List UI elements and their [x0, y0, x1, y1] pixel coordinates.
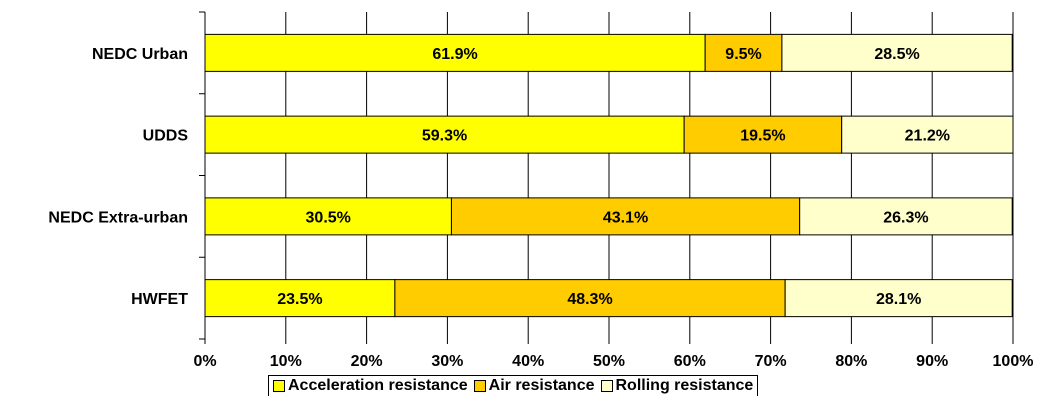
bar-data-label: 48.3%: [567, 291, 612, 308]
legend-item-rolling: Rolling resistance: [600, 377, 754, 395]
bar-data-label: 26.3%: [883, 209, 928, 226]
x-tick-label: 30%: [431, 353, 463, 370]
category-label: NEDC Extra-urban: [48, 209, 188, 226]
bar-data-label: 61.9%: [432, 46, 477, 63]
chart-legend: Acceleration resistance Air resistance R…: [268, 375, 759, 396]
legend-swatch-acceleration: [273, 380, 285, 392]
x-tick-label: 100%: [993, 353, 1034, 370]
x-tick-label: 40%: [512, 353, 544, 370]
bar-data-label: 21.2%: [905, 128, 950, 145]
category-label: HWFET: [131, 291, 188, 308]
x-tick-label: 70%: [755, 353, 787, 370]
bar-data-label: 23.5%: [277, 291, 322, 308]
bar-segment: [394, 279, 786, 318]
legend-label-air: Air resistance: [488, 377, 595, 394]
legend-item-air: Air resistance: [473, 377, 595, 395]
x-tick-label: 60%: [674, 353, 706, 370]
category-label: NEDC Urban: [92, 46, 188, 63]
bar-data-label: 30.5%: [306, 209, 351, 226]
x-tick-label: 50%: [593, 353, 625, 370]
bar-segment: [781, 33, 1013, 72]
bar-segment: [799, 197, 1013, 236]
x-tick-label: 20%: [351, 353, 383, 370]
bar-data-label: 19.5%: [740, 128, 785, 145]
bar-segment: [204, 115, 685, 154]
bar-data-label: 43.1%: [603, 209, 648, 226]
bar-data-label: 9.5%: [725, 46, 761, 63]
bar-segment: [841, 115, 1014, 154]
legend-swatch-rolling: [600, 380, 613, 392]
legend-swatch-air: [473, 380, 486, 392]
legend-item-acceleration: Acceleration resistance: [273, 377, 468, 395]
bar-data-label: 28.5%: [874, 46, 919, 63]
x-tick-label: 90%: [916, 353, 948, 370]
category-label: UDDS: [143, 128, 189, 145]
x-tick-label: 0%: [193, 353, 216, 370]
legend-label-rolling: Rolling resistance: [615, 377, 754, 394]
x-tick-label: 80%: [835, 353, 867, 370]
bar-segment: [204, 279, 396, 318]
bar-segment: [450, 197, 801, 236]
bar-segment: [683, 115, 843, 154]
bar-data-label: 28.1%: [876, 291, 921, 308]
bar-data-label: 59.3%: [422, 128, 467, 145]
x-tick-label: 10%: [270, 353, 302, 370]
bar-segment: [204, 197, 452, 236]
bar-segment: [784, 279, 1013, 318]
legend-label-acceleration: Acceleration resistance: [288, 377, 468, 394]
